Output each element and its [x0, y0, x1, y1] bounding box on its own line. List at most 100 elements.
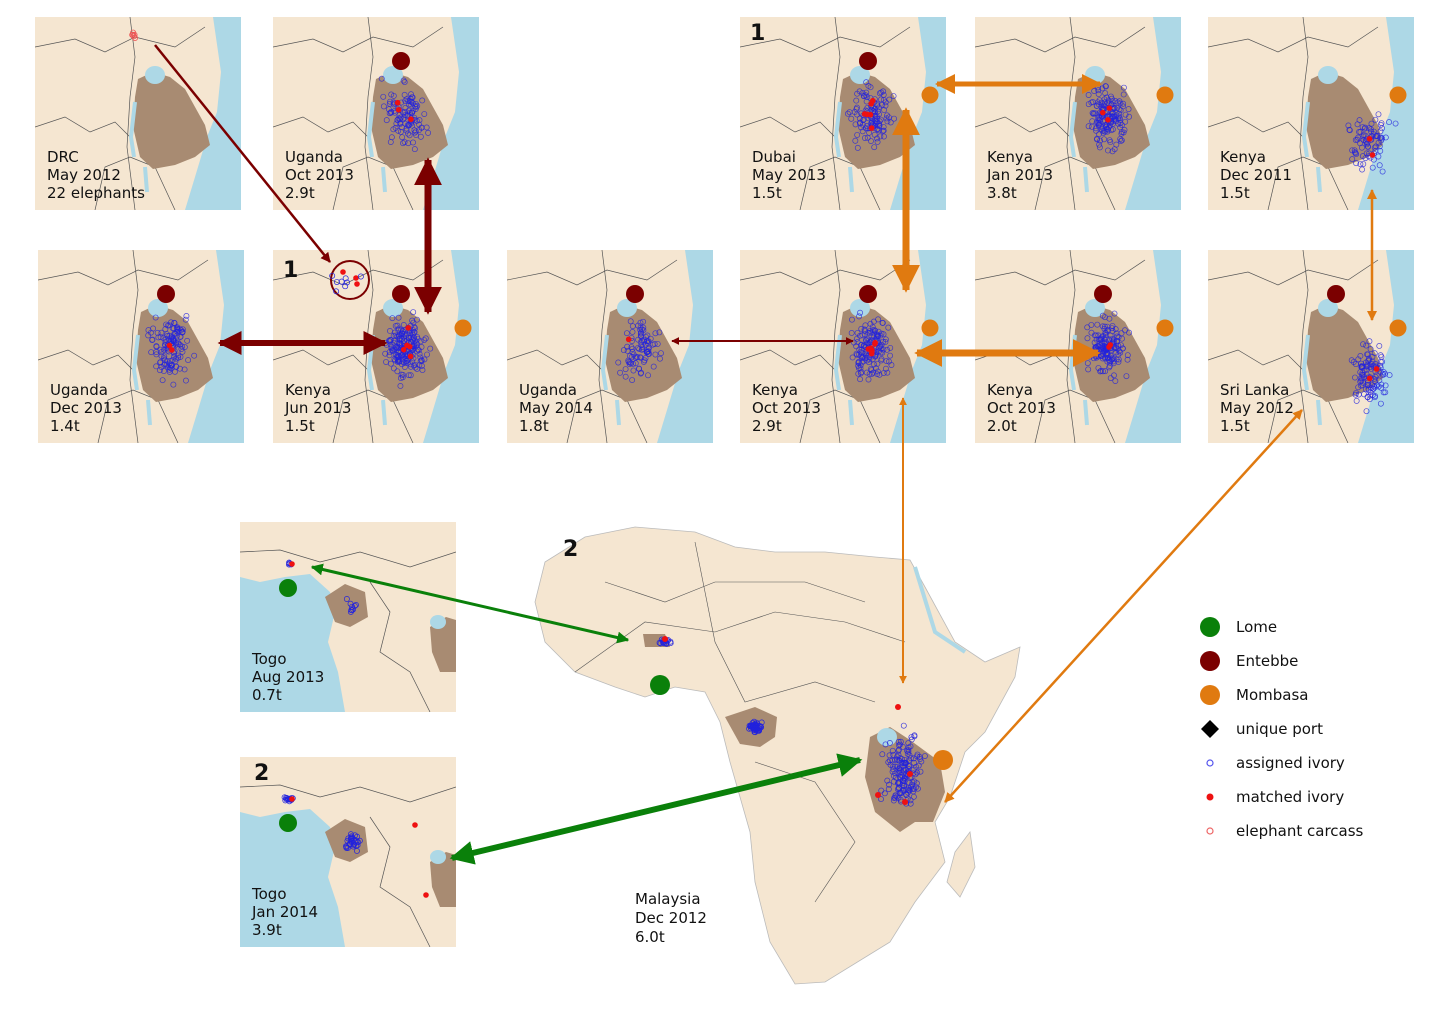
- assigned-ivory-marker: [860, 353, 867, 360]
- lake-malawi: [1083, 399, 1089, 426]
- assigned-ivory-marker: [859, 128, 866, 135]
- assigned-ivory-marker: [861, 327, 868, 334]
- assigned-ivory-marker: [400, 77, 407, 84]
- assigned-ivory-marker: [620, 347, 627, 354]
- map-drawing: [273, 250, 479, 443]
- assigned-ivory-marker: [895, 785, 902, 792]
- caption-origin: DRC: [47, 148, 79, 166]
- assigned-ivory-marker: [857, 120, 863, 127]
- caption-origin: Malaysia: [635, 890, 701, 908]
- lome-port-icon: [1198, 616, 1222, 638]
- assigned-ivory-marker: [652, 351, 659, 358]
- assigned-ivory-marker: [422, 335, 429, 342]
- assigned-ivory-marker: [1355, 391, 1362, 398]
- assigned-ivory-marker: [1115, 113, 1122, 120]
- assigned-ivory-marker: [419, 97, 426, 104]
- assigned-ivory-marker: [166, 336, 172, 343]
- border-line: [1066, 17, 1076, 210]
- map-panel-kenya-jan-2013: Kenya Jan 2013 3.8t: [975, 17, 1181, 210]
- assigned-ivory-marker: [913, 763, 919, 770]
- assigned-ivory-marker: [392, 357, 399, 364]
- caption-date: May 2012: [1220, 399, 1294, 417]
- mombasa-port-marker: [1389, 86, 1407, 104]
- lome-port-marker: [650, 675, 670, 695]
- assigned-ivory-marker: [877, 133, 884, 140]
- assigned-ivory-marker: [406, 132, 413, 139]
- assigned-ivory-marker: [345, 835, 352, 842]
- assigned-ivory-marker: [890, 93, 897, 99]
- assigned-ivory-marker: [172, 330, 179, 337]
- assigned-ivory-marker: [1101, 136, 1108, 143]
- assigned-ivory-marker: [380, 103, 387, 110]
- panel-caption: Dubai May 2013 1.5t: [752, 148, 826, 202]
- assigned-ivory-marker: [1376, 342, 1383, 349]
- mombasa-port-marker: [933, 750, 953, 770]
- assigned-ivory-marker: [848, 115, 855, 122]
- assigned-ivory-marker: [1093, 127, 1100, 134]
- assigned-ivory-marker: [395, 127, 402, 134]
- caption-origin: Kenya: [1220, 148, 1266, 166]
- assigned-ivory-marker: [636, 365, 643, 372]
- assigned-ivory-marker: [907, 800, 914, 807]
- caption-date: May 2012: [47, 166, 121, 184]
- assigned-ivory-marker: [904, 747, 911, 754]
- assigned-ivory-marker: [1098, 103, 1105, 110]
- assigned-ivory-marker: [404, 359, 411, 366]
- tanzania-shape: [430, 852, 456, 907]
- assigned-ivory-marker: [866, 339, 873, 346]
- assigned-ivory-marker: [1378, 353, 1385, 360]
- assigned-ivory-marker: [386, 110, 393, 117]
- assigned-ivory-marker: [357, 273, 364, 280]
- assigned-ivory-marker: [1369, 358, 1376, 365]
- lake-tanganyika: [366, 101, 375, 158]
- tanzania-shape: [605, 305, 682, 402]
- assigned-ivory-marker: [864, 94, 871, 100]
- assigned-ivory-marker: [1353, 397, 1360, 404]
- assigned-ivory-marker: [878, 96, 884, 103]
- assigned-ivory-marker: [639, 345, 646, 352]
- matched-ivory-marker: [869, 97, 876, 104]
- assigned-ivory-marker: [414, 102, 421, 109]
- panel-caption: Uganda Oct 2013 2.9t: [285, 148, 354, 202]
- assigned-ivory-marker: [409, 327, 416, 333]
- assigned-ivory-marker: [398, 326, 405, 333]
- lome-port-marker: [279, 579, 297, 597]
- panel-caption: Kenya Oct 2013 2.0t: [987, 381, 1056, 435]
- border-line: [799, 389, 881, 443]
- assigned-ivory-marker: [1085, 101, 1092, 108]
- caption-amount: 2.9t: [752, 417, 782, 435]
- assigned-ivory-marker: [853, 97, 860, 104]
- assigned-ivory-marker: [1363, 408, 1370, 415]
- assigned-ivory-marker: [916, 754, 923, 760]
- case-number: 2: [563, 537, 579, 562]
- caption-amount: 1.8t: [519, 417, 549, 435]
- assigned-ivory-marker: [1105, 147, 1111, 154]
- assigned-ivory-marker: [1092, 125, 1099, 132]
- caption-amount: 2.0t: [987, 417, 1017, 435]
- assigned-ivory-marker: [1353, 151, 1360, 158]
- assigned-ivory-marker: [152, 314, 159, 321]
- ocean: [890, 250, 946, 443]
- legend-label: Lome: [1236, 618, 1278, 636]
- border-line: [332, 389, 414, 443]
- assigned-ivory-marker: [624, 348, 631, 354]
- assigned-ivory-marker: [855, 358, 862, 365]
- lake-malawi: [848, 166, 854, 193]
- assigned-ivory-marker: [411, 324, 418, 330]
- assigned-ivory-marker: [347, 841, 353, 848]
- panel-caption: Uganda May 2014 1.8t: [519, 381, 593, 435]
- assigned-ivory-marker: [397, 336, 404, 343]
- assigned-ivory-marker: [400, 334, 407, 341]
- tanzania-shape: [1306, 72, 1383, 169]
- assigned-ivory-marker: [167, 358, 174, 364]
- map-panel-drc: DRC May 2012 22 elephants: [35, 17, 241, 210]
- assigned-ivory-marker: [910, 793, 917, 800]
- assigned-ivory-marker: [886, 781, 892, 788]
- assigned-ivory-marker: [905, 747, 912, 753]
- assigned-ivory-marker: [1112, 98, 1119, 104]
- assigned-ivory-marker: [343, 843, 349, 850]
- matched-ivory-marker: [864, 111, 871, 118]
- assigned-ivory-marker: [864, 340, 871, 347]
- africa-map-malaysia-dec-2012: [534, 526, 1021, 985]
- assigned-ivory-marker: [891, 795, 898, 801]
